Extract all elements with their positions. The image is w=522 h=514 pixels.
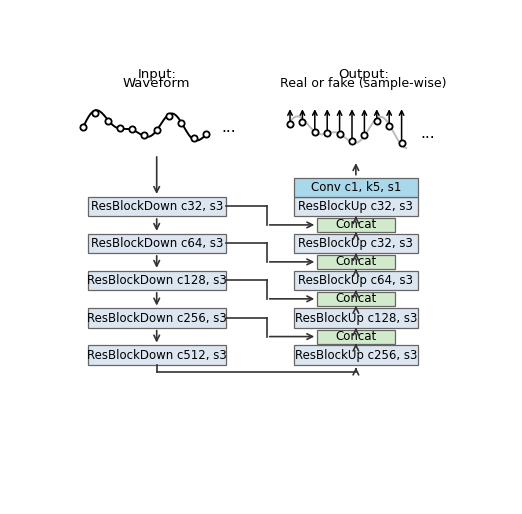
Text: ResBlockUp c64, s3: ResBlockUp c64, s3 — [299, 274, 413, 287]
Bar — [88, 197, 226, 216]
Bar — [317, 218, 395, 232]
Text: ResBlockUp c128, s3: ResBlockUp c128, s3 — [295, 311, 417, 324]
Bar — [317, 255, 395, 269]
Bar — [294, 345, 418, 364]
Text: Concat: Concat — [335, 330, 376, 343]
Bar — [88, 234, 226, 253]
Bar — [88, 308, 226, 328]
Text: Waveform: Waveform — [123, 77, 191, 90]
Text: ResBlockDown c64, s3: ResBlockDown c64, s3 — [90, 237, 223, 250]
Text: ResBlockUp c32, s3: ResBlockUp c32, s3 — [299, 200, 413, 213]
Bar — [294, 197, 418, 216]
Bar — [294, 234, 418, 253]
Bar — [317, 329, 395, 343]
Bar — [88, 271, 226, 290]
Text: ResBlockDown c256, s3: ResBlockDown c256, s3 — [87, 311, 227, 324]
Text: Conv c1, k5, s1: Conv c1, k5, s1 — [311, 181, 401, 194]
Text: Concat: Concat — [335, 218, 376, 231]
Bar — [88, 345, 226, 364]
Text: Concat: Concat — [335, 292, 376, 305]
Text: ...: ... — [420, 126, 435, 141]
Text: ResBlockUp c256, s3: ResBlockUp c256, s3 — [295, 348, 417, 361]
Bar — [294, 308, 418, 328]
Bar — [317, 292, 395, 306]
Text: ResBlockDown c128, s3: ResBlockDown c128, s3 — [87, 274, 227, 287]
Text: ResBlockDown c32, s3: ResBlockDown c32, s3 — [91, 200, 223, 213]
Text: ResBlockUp c32, s3: ResBlockUp c32, s3 — [299, 237, 413, 250]
Text: Concat: Concat — [335, 255, 376, 268]
Text: Input:: Input: — [137, 68, 176, 81]
Text: ResBlockDown c512, s3: ResBlockDown c512, s3 — [87, 348, 227, 361]
Bar — [294, 271, 418, 290]
Text: Real or fake (sample-wise): Real or fake (sample-wise) — [280, 77, 447, 90]
Text: Output:: Output: — [338, 68, 389, 81]
Text: ...: ... — [221, 120, 235, 135]
Bar — [294, 177, 418, 197]
